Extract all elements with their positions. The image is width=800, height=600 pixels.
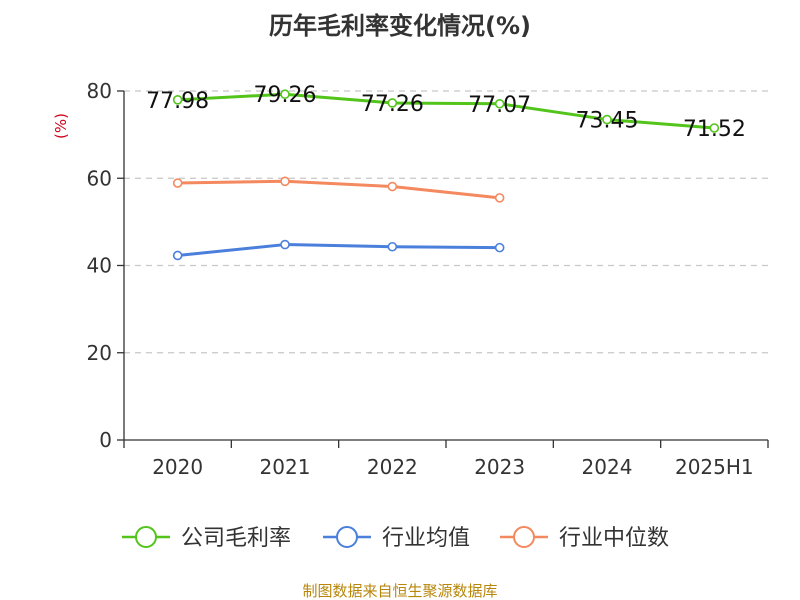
axes: 0 20 40 60 80 2020 2021 2022 2023 2024 2025H1 xyxy=(87,79,769,479)
y-tick-label-0: 0 xyxy=(99,428,112,452)
data-label-2022: 77.26 xyxy=(361,92,424,117)
series-line-2 xyxy=(176,179,502,200)
data-label-2024: 73.45 xyxy=(576,109,639,134)
x-tick-label-2023: 2023 xyxy=(474,455,525,479)
data-label-2025H1: 71.52 xyxy=(683,117,746,142)
data-label-2023: 77.07 xyxy=(468,93,531,118)
series-1-point-2020 xyxy=(172,250,183,261)
series-2-point-2021 xyxy=(280,176,290,187)
legend-label-1: 行业均值 xyxy=(382,526,470,551)
series-2-point-2023 xyxy=(494,193,505,203)
y-tick-label-20: 20 xyxy=(87,341,112,365)
series-1-point-2022 xyxy=(387,241,398,252)
series-0-point-2022 xyxy=(387,98,398,108)
series-0-point-2020 xyxy=(172,95,183,105)
series-layer xyxy=(172,89,720,261)
y-tick-label-80: 80 xyxy=(87,79,112,103)
x-tick-label-2025H1: 2025H1 xyxy=(675,455,754,479)
series-1-point-2021 xyxy=(280,239,290,250)
x-tick-label-2021: 2021 xyxy=(260,455,311,479)
series-0-point-2025H1 xyxy=(709,123,720,133)
y-tick-label-60: 60 xyxy=(87,166,112,190)
grid-lines xyxy=(124,90,768,354)
series-2-point-2020 xyxy=(172,178,183,188)
x-tick-label-2024: 2024 xyxy=(582,455,633,479)
series-2-point-2022 xyxy=(387,181,398,192)
chart-title: 历年毛利率变化情况(%) xyxy=(269,12,531,40)
series-0-point-2021 xyxy=(280,89,290,100)
data-labels: 77.98 79.26 77.26 77.07 73.45 71.52 xyxy=(146,83,746,142)
legend-marker-0 xyxy=(135,526,157,548)
legend-marker-2 xyxy=(513,526,535,548)
series-line-0 xyxy=(176,92,716,130)
series-line-1 xyxy=(176,243,502,257)
y-axis-label: (%) xyxy=(52,113,70,139)
x-tick-label-2022: 2022 xyxy=(367,455,418,479)
source-note: 制图数据来自恒生聚源数据库 xyxy=(302,582,497,600)
legend-label-2: 行业中位数 xyxy=(559,526,669,551)
data-label-2020: 77.98 xyxy=(146,89,209,114)
data-label-2021: 79.26 xyxy=(254,83,317,108)
series-0-point-2024 xyxy=(602,114,612,125)
legend-label-0: 公司毛利率 xyxy=(181,526,291,551)
y-tick-label-40: 40 xyxy=(87,254,112,278)
legend: 公司毛利率 行业均值 行业中位数 xyxy=(122,526,669,551)
x-tick-label-2020: 2020 xyxy=(152,455,203,479)
series-1-point-2023 xyxy=(494,242,505,253)
series-0-point-2023 xyxy=(494,98,505,109)
legend-marker-1 xyxy=(336,526,358,548)
